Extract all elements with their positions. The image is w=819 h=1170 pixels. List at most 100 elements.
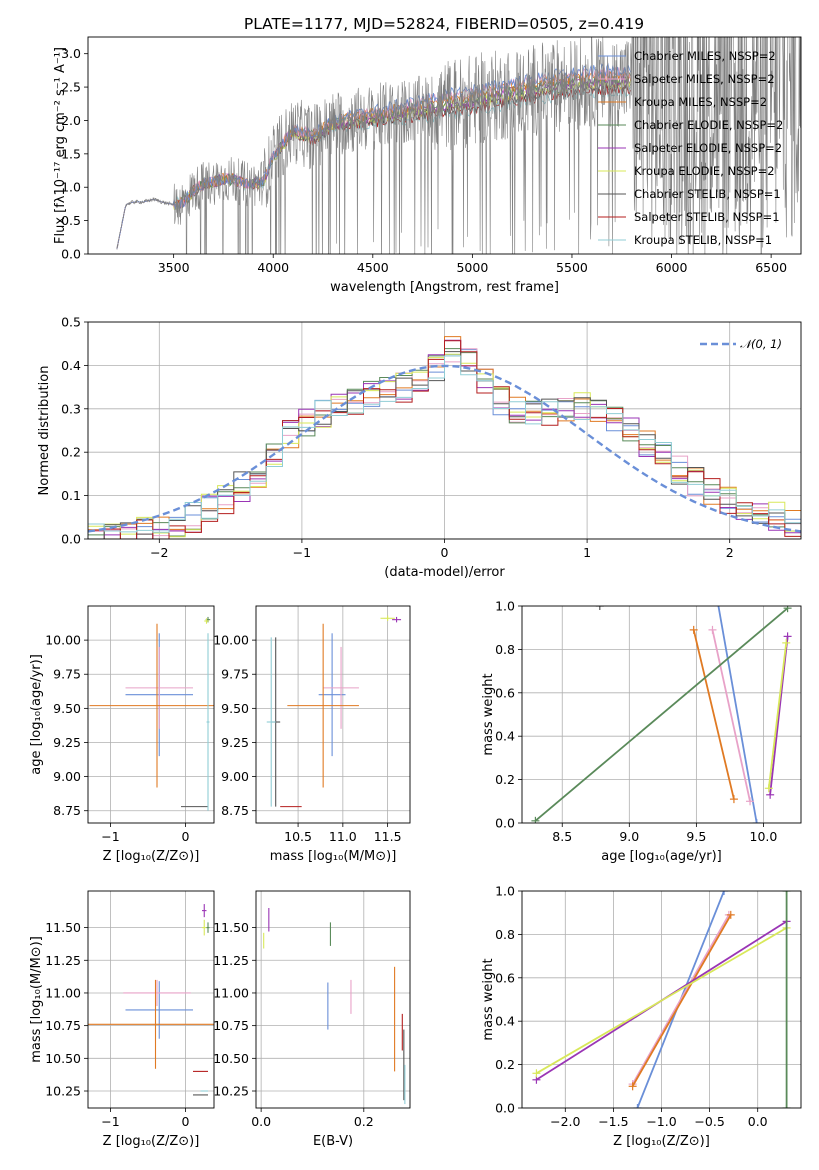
residual-histogram-step xyxy=(88,340,801,539)
spectrum-xtick-label: 4500 xyxy=(357,260,389,275)
mass-vs-Z-frame xyxy=(87,890,215,1109)
age-vs-Z-panel: −1 0 8.75 9.00 9.25 9.50 9.75 10.00 Z [log₁₀(Z/Z… xyxy=(29,605,215,864)
spectrum-legend-label: Chabrier ELODIE, NSSP=2 xyxy=(634,118,783,132)
weight-vs-Z-plot-area xyxy=(522,891,801,1108)
weight-vs-Z-panel: −2.0 −1.5 −1.0 −0.5 0.0 0.0 0.2 0.4 0.6 0.8 1.0 Z [… xyxy=(481,884,802,1149)
spectrum-xtick-label: 4000 xyxy=(257,260,289,275)
spectrum-ylabel: Flux [fλ10⁻¹⁷ erg cm⁻² s⁻¹ A⁻¹] xyxy=(53,47,68,244)
mass-vs-EBV-ytick-label: 10.25 xyxy=(213,1084,249,1099)
age-vs-mass-xtick-label: 11.0 xyxy=(329,829,357,844)
spectrum-legend-label: Chabrier MILES, NSSP=2 xyxy=(634,49,776,63)
mass-vs-EBV-xlabel: E(B-V) xyxy=(313,1134,353,1149)
mass-vs-Z-ytick-label: 11.00 xyxy=(45,985,81,1000)
mass-vs-Z-xtick-label: −1 xyxy=(101,1114,119,1129)
spectrum-xtick-label: 3500 xyxy=(158,260,190,275)
spectrum-ytick-label: 0.0 xyxy=(61,247,81,262)
residuals-xtick-label: 1 xyxy=(583,545,591,560)
age-vs-Z-xtick-label: 0 xyxy=(182,829,190,844)
spectrum-legend-label: Salpeter MILES, NSSP=2 xyxy=(634,72,775,86)
mass-vs-EBV-xtick-label: 0.0 xyxy=(251,1114,271,1129)
age-vs-mass-ytick-label: 8.75 xyxy=(221,803,249,818)
spectrum-ytick-label: 0.5 xyxy=(61,213,81,228)
age-vs-Z-plot-area xyxy=(88,606,214,823)
weight-vs-age-xlabel: age [log₁₀(age/yr)] xyxy=(601,849,722,864)
spectrum-plot-area xyxy=(116,37,801,254)
age-vs-Z-frame xyxy=(87,605,215,824)
weight-vs-Z-frame xyxy=(521,890,802,1109)
age-vs-Z-ytick-label: 10.00 xyxy=(45,633,81,648)
mass-vs-EBV-xtick-label: 0.2 xyxy=(354,1114,374,1129)
residuals-xlabel: (data-model)/error xyxy=(384,565,505,580)
mass-vs-Z-xlabel: Z [log₁₀(Z/Z⊙)] xyxy=(103,1134,200,1149)
age-vs-mass-frame xyxy=(255,605,411,824)
weight-vs-Z-xtick-label: 0.0 xyxy=(748,1114,768,1129)
residuals-ytick-label: 0.2 xyxy=(61,445,81,460)
residuals-xtick-label: 2 xyxy=(726,545,734,560)
mass-vs-EBV-frame xyxy=(255,890,411,1109)
spectrum-legend-label: Salpeter STELIB, NSSP=1 xyxy=(634,210,780,224)
age-vs-mass-ytick-label: 9.00 xyxy=(221,769,249,784)
normal-curve xyxy=(88,364,801,533)
age-vs-Z-ytick-label: 9.50 xyxy=(53,701,81,716)
mass-vs-Z-ytick-label: 10.25 xyxy=(45,1084,81,1099)
weight-vs-Z-xtick-label: −2.0 xyxy=(550,1114,580,1129)
weight-vs-age-xtick-label: 10.0 xyxy=(750,829,778,844)
weight-vs-age-plot-area xyxy=(522,606,801,823)
weight-vs-Z-ytick-label: 0.4 xyxy=(495,1014,515,1029)
mass-vs-EBV-ytick-label: 11.50 xyxy=(213,920,249,935)
residuals-panel: −2 −1 0 1 2 0.0 0.1 0.2 0.3 0.4 0.5 (data-model)/er… xyxy=(37,315,802,580)
mass-vs-EBV-ytick-label: 11.00 xyxy=(213,985,249,1000)
weight-vs-age-ytick-label: 0.4 xyxy=(495,729,515,744)
mass-vs-Z-ytick-label: 10.50 xyxy=(45,1051,81,1066)
mass-weight-line xyxy=(692,629,735,800)
spectrum-frame xyxy=(87,36,802,255)
weight-vs-Z-xtick-label: −0.5 xyxy=(694,1114,724,1129)
spectrum-legend-label: Kroupa MILES, NSSP=2 xyxy=(634,95,767,109)
mass-vs-Z-ytick-label: 10.75 xyxy=(45,1018,81,1033)
weight-vs-Z-ylabel: mass weight xyxy=(481,958,496,1040)
age-vs-Z-ytick-label: 8.75 xyxy=(53,803,81,818)
spectrum-xlabel: wavelength [Angstrom, rest frame] xyxy=(330,280,559,295)
residuals-ylabel: Normed distribution xyxy=(37,366,52,496)
residuals-ytick-label: 0.4 xyxy=(61,358,81,373)
mass-vs-EBV-panel: 0.0 0.2 10.25 10.50 10.75 11.00 11.25 11.50 E(B-… xyxy=(213,890,411,1149)
residuals-frame xyxy=(87,321,802,540)
mass-vs-EBV-ytick-label: 10.75 xyxy=(213,1018,249,1033)
spectrum-legend-label: Kroupa STELIB, NSSP=1 xyxy=(634,233,772,247)
residuals-ytick-label: 0.0 xyxy=(61,532,81,547)
spectrum-data-line xyxy=(116,37,801,254)
weight-vs-Z-ytick-label: 1.0 xyxy=(495,884,515,899)
mass-weight-line xyxy=(767,642,788,789)
age-vs-mass-ytick-label: 10.00 xyxy=(213,633,249,648)
weight-vs-age-ytick-label: 0.0 xyxy=(495,816,515,831)
mass-vs-Z-ytick-label: 11.50 xyxy=(45,920,81,935)
mass-vs-Z-ylabel: mass [log₁₀(M/M⊙)] xyxy=(29,936,44,1063)
residuals-ytick-label: 0.1 xyxy=(61,488,81,503)
mass-weight-line xyxy=(717,606,758,823)
mass-vs-EBV-plot-area xyxy=(256,891,410,1108)
residuals-xtick-label: −2 xyxy=(150,545,168,560)
weight-vs-age-xtick-label: 9.0 xyxy=(619,829,639,844)
residuals-xtick-label: −1 xyxy=(293,545,311,560)
spectrum-xtick-label: 5000 xyxy=(456,260,488,275)
mass-weight-line xyxy=(711,629,751,802)
residuals-ytick-label: 0.5 xyxy=(61,315,81,330)
spectrum-xtick-label: 6500 xyxy=(755,260,787,275)
mass-vs-Z-panel: −1 0 10.25 10.50 10.75 11.00 11.25 11.50 Z [log₁… xyxy=(29,890,215,1149)
age-vs-Z-ytick-label: 9.25 xyxy=(53,735,81,750)
weight-vs-Z-xtick-label: −1.5 xyxy=(598,1114,628,1129)
weight-vs-age-ytick-label: 0.6 xyxy=(495,685,515,700)
spectrum-panel: 3500 4000 4500 5000 5500 6000 6500 0.0 0.5 1.0 1.5… xyxy=(53,36,802,295)
figure-title: PLATE=1177, MJD=52824, FIBERID=0505, z=0… xyxy=(244,15,644,33)
spectrum-ytick-label: 2.0 xyxy=(61,113,81,128)
spectrum-legend-label: Salpeter ELODIE, NSSP=2 xyxy=(634,141,782,155)
weight-vs-age-xtick-label: 8.5 xyxy=(552,829,572,844)
age-vs-mass-panel: 10.5 11.0 11.5 8.75 9.00 9.25 9.50 9.75 10.00 mas… xyxy=(213,605,411,864)
weight-vs-Z-ytick-label: 0.8 xyxy=(495,927,515,942)
age-vs-mass-plot-area xyxy=(256,606,410,823)
age-vs-mass-xtick-label: 11.5 xyxy=(374,829,402,844)
age-vs-Z-xtick-label: −1 xyxy=(101,829,119,844)
weight-vs-Z-xlabel: Z [log₁₀(Z/Z⊙)] xyxy=(613,1134,710,1149)
weight-vs-age-ytick-label: 1.0 xyxy=(495,599,515,614)
mass-vs-EBV-ytick-label: 11.25 xyxy=(213,953,249,968)
